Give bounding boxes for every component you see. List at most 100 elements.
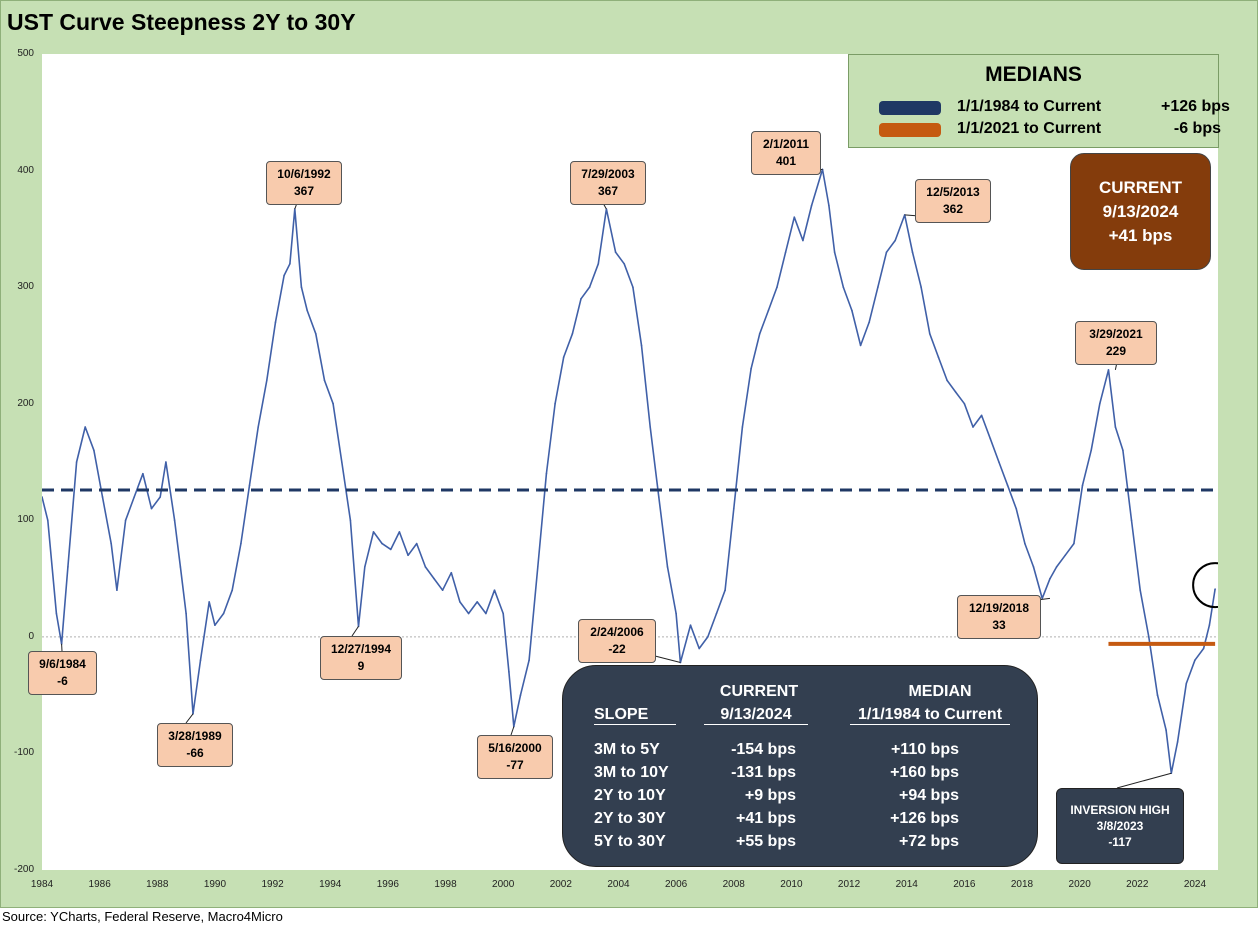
data-point	[179, 566, 182, 568]
data-point	[545, 472, 548, 475]
callout-leader	[351, 626, 359, 637]
data-point	[1055, 566, 1058, 568]
data-point	[433, 577, 435, 580]
x-tick-label: 2022	[1126, 879, 1149, 890]
data-point	[110, 542, 112, 545]
data-point	[894, 239, 896, 242]
data-point	[1099, 402, 1101, 405]
data-point	[289, 263, 291, 265]
current-value-box: CURRENT 9/13/2024 +41 bps	[1070, 153, 1211, 270]
y-tick-label: 300	[17, 281, 34, 293]
data-point	[928, 332, 931, 335]
callout-1984: 9/6/1984 -6	[28, 651, 97, 695]
data-point	[998, 461, 1000, 463]
data-point	[502, 612, 504, 615]
data-point	[963, 402, 966, 405]
data-point	[283, 274, 285, 277]
callout-value: 229	[1105, 344, 1127, 358]
data-point	[528, 659, 530, 661]
data-point	[372, 531, 375, 533]
callout-date: 12/27/1994	[330, 642, 392, 656]
x-tick-label: 1996	[376, 879, 399, 890]
data-point	[424, 566, 427, 568]
data-point	[554, 402, 556, 405]
current-marker-circle	[1192, 562, 1218, 609]
x-tick-label: 2016	[953, 879, 976, 890]
callout-1989: 3/28/1989 -66	[157, 723, 233, 767]
x-tick-label: 2018	[1010, 879, 1034, 890]
data-point	[1165, 729, 1167, 731]
data-point	[666, 566, 669, 568]
data-point	[300, 286, 303, 288]
data-point	[1073, 542, 1075, 545]
data-point	[658, 496, 660, 498]
callout-date: 12/19/2018	[968, 601, 1030, 615]
data-point	[398, 531, 401, 533]
data-point	[640, 344, 643, 347]
median-2021-value: -6 bps	[1173, 120, 1221, 137]
y-tick-label: 400	[17, 164, 34, 176]
callout-value: 401	[775, 154, 797, 168]
data-point	[1006, 484, 1009, 487]
data-point	[1214, 588, 1216, 590]
data-point	[767, 309, 770, 312]
data-point	[332, 402, 334, 405]
data-point	[459, 601, 461, 603]
data-point	[257, 426, 259, 428]
x-tick-label: 2012	[837, 879, 861, 890]
data-point	[306, 309, 308, 312]
data-point	[937, 356, 940, 358]
data-point	[810, 204, 813, 207]
data-point	[1107, 369, 1110, 371]
callout-value: 33	[992, 618, 1006, 632]
callout-1994: 12/27/1994 9	[320, 636, 402, 680]
data-point	[485, 612, 487, 615]
data-point	[55, 612, 58, 615]
data-point	[885, 251, 888, 253]
chart-title: UST Curve Steepness 2Y to 30Y	[7, 9, 356, 35]
inversion-date: 3/8/2023	[1096, 819, 1144, 833]
data-point	[1049, 577, 1051, 580]
data-point	[536, 566, 539, 568]
callout-2021: 3/29/2021 229	[1075, 321, 1157, 365]
slope-col-current-date: 9/13/2024	[704, 706, 808, 725]
data-point	[1090, 449, 1092, 452]
callout-date: 7/29/2003	[581, 167, 635, 181]
data-point	[689, 624, 692, 626]
slope-row-current: +55 bps	[735, 833, 796, 850]
data-point	[46, 519, 49, 522]
data-point	[707, 636, 709, 638]
median-1984-label: 1/1/1984 to Current	[957, 98, 1102, 115]
data-point	[793, 216, 796, 218]
data-point	[989, 437, 992, 440]
y-tick-label: 0	[28, 630, 34, 642]
callout-2006: 2/24/2006 -22	[578, 619, 656, 663]
data-point	[715, 612, 718, 615]
data-point	[623, 263, 626, 265]
data-point	[1114, 426, 1117, 428]
data-point	[833, 251, 836, 253]
data-point	[476, 601, 479, 603]
data-point	[142, 472, 144, 475]
y-tick-label: 100	[17, 514, 34, 526]
slope-row-median: +160 bps	[890, 764, 959, 781]
data-point	[614, 251, 617, 253]
data-point	[67, 566, 69, 568]
median-2021-swatch	[879, 123, 941, 137]
data-point	[571, 332, 574, 335]
data-point	[150, 507, 153, 510]
slope-row-median: +110 bps	[890, 741, 959, 758]
data-point	[1148, 636, 1150, 638]
data-point	[868, 321, 871, 323]
slope-row-current: -131 bps	[731, 764, 796, 781]
inversion-high-box: INVERSION HIGH 3/8/2023 -117	[1056, 788, 1184, 864]
median-1984-value: +126 bps	[1161, 98, 1230, 115]
data-point	[649, 426, 651, 428]
callout-date: 3/28/1989	[168, 729, 222, 743]
callout-2000: 5/16/2000 -77	[477, 735, 553, 779]
data-point	[851, 309, 853, 312]
slope-row-label: 3M to 10Y	[594, 764, 669, 781]
callout-date: 10/6/1992	[277, 167, 331, 181]
callout-value: -66	[186, 746, 204, 760]
y-tick-label: 200	[17, 397, 34, 409]
